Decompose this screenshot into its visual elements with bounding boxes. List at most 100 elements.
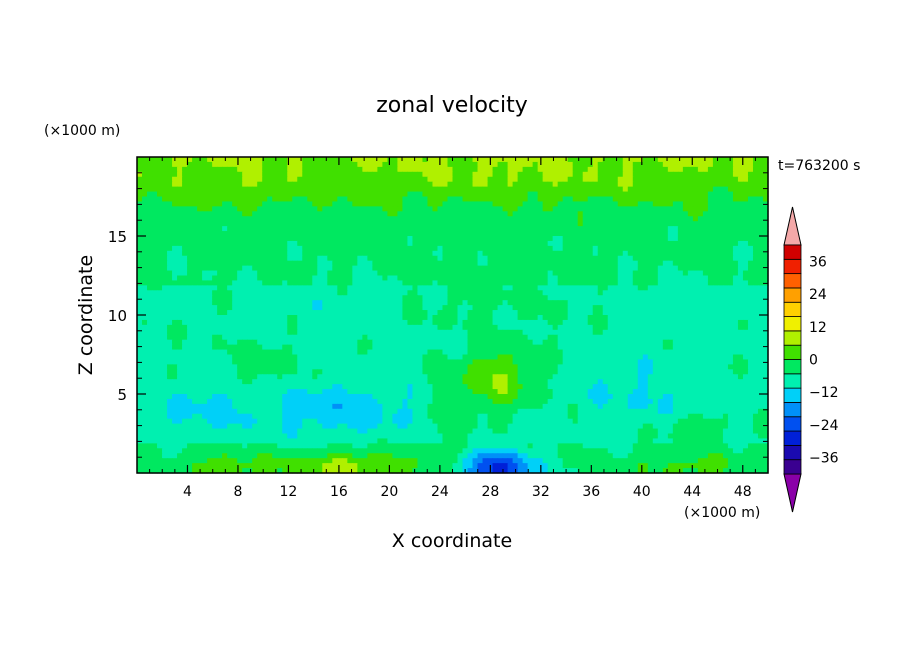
field-cell	[302, 191, 308, 198]
field-cell	[212, 310, 218, 316]
field-cell	[277, 206, 283, 212]
field-cell	[437, 206, 444, 212]
field-cell	[647, 329, 654, 336]
field-cell	[142, 157, 148, 163]
field-cell	[507, 270, 514, 277]
field-cell	[667, 315, 674, 321]
field-cell	[682, 236, 689, 242]
field-cell	[487, 265, 494, 272]
field-cell	[542, 171, 549, 178]
field-cell	[337, 206, 343, 212]
field-cell	[712, 295, 719, 301]
field-cell	[532, 226, 539, 232]
field-cell	[707, 245, 714, 252]
field-cell	[452, 231, 459, 237]
field-cell	[612, 166, 619, 173]
field-cell	[732, 236, 739, 242]
field-cell	[197, 161, 203, 168]
field-cell	[352, 250, 358, 257]
field-cell	[407, 206, 414, 212]
field-cell	[277, 260, 283, 267]
field-cell	[182, 344, 188, 351]
field-cell	[267, 166, 273, 173]
field-cell	[147, 290, 153, 296]
field-cell	[677, 216, 684, 222]
field-cell	[517, 339, 524, 346]
field-cell	[222, 329, 228, 336]
field-cell	[757, 240, 764, 247]
field-cell	[332, 270, 338, 277]
field-cell	[457, 275, 464, 282]
field-cell	[312, 226, 318, 232]
field-cell	[607, 176, 614, 183]
field-cell	[392, 161, 399, 168]
field-cell	[382, 349, 388, 356]
field-cell	[197, 196, 203, 203]
field-cell	[422, 310, 429, 316]
field-cell	[182, 216, 188, 222]
field-cell	[287, 176, 293, 183]
field-cell	[567, 191, 574, 198]
field-cell	[422, 280, 429, 286]
field-cell	[147, 171, 153, 178]
field-cell	[702, 240, 709, 247]
field-cell	[682, 295, 689, 301]
field-cell	[627, 334, 634, 341]
field-cell	[602, 310, 609, 316]
field-cell	[682, 285, 689, 291]
field-cell	[597, 231, 604, 237]
field-cell	[362, 275, 368, 282]
field-cell	[757, 157, 764, 163]
field-cell	[152, 181, 158, 188]
field-cell	[717, 231, 724, 237]
field-cell	[557, 166, 564, 173]
field-cell	[522, 161, 529, 168]
field-cell	[552, 186, 559, 193]
field-cell	[497, 295, 504, 301]
field-cell	[357, 157, 363, 163]
field-cell	[652, 240, 659, 247]
field-cell	[442, 166, 449, 173]
field-cell	[197, 191, 203, 198]
field-cell	[592, 231, 599, 237]
field-cell	[632, 157, 639, 163]
field-cell	[172, 161, 178, 168]
field-cell	[587, 305, 594, 311]
field-cell	[527, 186, 534, 193]
field-cell	[357, 275, 363, 282]
field-cell	[697, 255, 704, 262]
field-cell	[692, 245, 699, 252]
field-cell	[457, 255, 464, 262]
field-cell	[632, 181, 639, 188]
field-cell	[502, 211, 509, 217]
field-cell	[327, 176, 333, 183]
contour-field	[137, 157, 769, 474]
field-cell	[502, 300, 509, 306]
field-cell	[322, 161, 328, 168]
field-cell	[247, 157, 253, 163]
field-cell	[137, 324, 143, 331]
field-cell	[632, 240, 639, 247]
field-cell	[172, 305, 178, 311]
field-cell	[267, 315, 273, 321]
field-cell	[462, 329, 469, 336]
field-cell	[242, 186, 248, 193]
field-cell	[272, 201, 278, 207]
field-cell	[552, 270, 559, 277]
field-cell	[497, 270, 504, 277]
field-cell	[467, 161, 474, 168]
field-cell	[362, 334, 368, 341]
field-cell	[567, 176, 574, 183]
field-cell	[152, 280, 158, 286]
field-cell	[597, 265, 604, 272]
field-cell	[562, 206, 569, 212]
field-cell	[387, 285, 394, 291]
field-cell	[327, 226, 333, 232]
field-cell	[597, 196, 604, 203]
field-cell	[157, 211, 163, 217]
field-cell	[312, 250, 318, 257]
field-cell	[477, 334, 484, 341]
field-cell	[607, 250, 614, 257]
field-cell	[747, 285, 754, 291]
field-cell	[632, 315, 639, 321]
